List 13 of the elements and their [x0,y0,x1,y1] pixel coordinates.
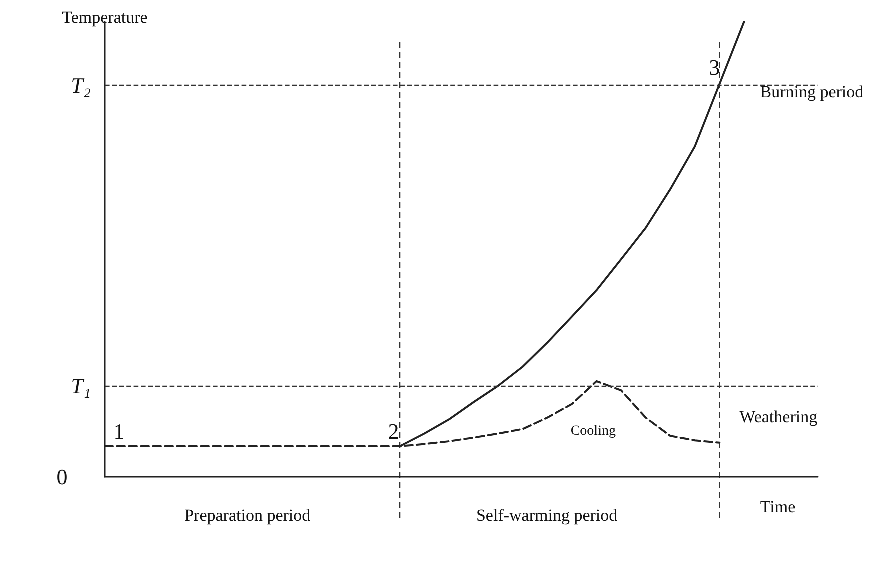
annotation: 1 [114,419,125,444]
x-axis-title: Time [760,498,796,516]
text: 0 [56,464,68,490]
series-label: Weathering [740,407,818,426]
y-axis-title: Temperature [62,8,148,27]
annotation: 2 [388,419,400,444]
ref-line-label: T₁ [71,374,91,398]
ref-line-label: T₂ [71,73,92,98]
text: Burning period [760,82,864,102]
text: Preparation period [184,506,312,526]
annotation: 3 [709,55,720,80]
annotation: Cooling [570,424,616,439]
text: Self-warming period [476,506,618,526]
